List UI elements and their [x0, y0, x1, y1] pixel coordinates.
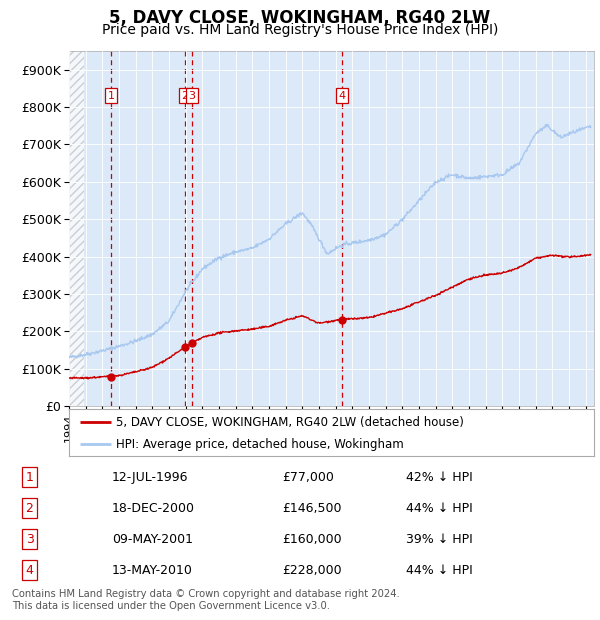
Polygon shape: [69, 51, 84, 406]
Text: Contains HM Land Registry data © Crown copyright and database right 2024.
This d: Contains HM Land Registry data © Crown c…: [12, 589, 400, 611]
Text: £146,500: £146,500: [283, 502, 342, 515]
Text: 3: 3: [26, 533, 34, 546]
Text: 3: 3: [188, 91, 195, 100]
Text: 42% ↓ HPI: 42% ↓ HPI: [406, 471, 473, 484]
Text: 44% ↓ HPI: 44% ↓ HPI: [406, 502, 473, 515]
Text: 44% ↓ HPI: 44% ↓ HPI: [406, 564, 473, 577]
Text: 39% ↓ HPI: 39% ↓ HPI: [406, 533, 473, 546]
Text: Price paid vs. HM Land Registry's House Price Index (HPI): Price paid vs. HM Land Registry's House …: [102, 23, 498, 37]
Text: 4: 4: [26, 564, 34, 577]
Text: 5, DAVY CLOSE, WOKINGHAM, RG40 2LW (detached house): 5, DAVY CLOSE, WOKINGHAM, RG40 2LW (deta…: [116, 416, 464, 428]
Text: 2: 2: [26, 502, 34, 515]
Text: 1: 1: [26, 471, 34, 484]
Text: £77,000: £77,000: [283, 471, 334, 484]
Text: £228,000: £228,000: [283, 564, 342, 577]
Text: 2: 2: [181, 91, 188, 100]
Text: 5, DAVY CLOSE, WOKINGHAM, RG40 2LW: 5, DAVY CLOSE, WOKINGHAM, RG40 2LW: [109, 9, 491, 27]
Text: HPI: Average price, detached house, Wokingham: HPI: Average price, detached house, Woki…: [116, 438, 404, 451]
Text: 4: 4: [338, 91, 345, 100]
Text: 18-DEC-2000: 18-DEC-2000: [112, 502, 195, 515]
Text: 12-JUL-1996: 12-JUL-1996: [112, 471, 188, 484]
Text: 1: 1: [107, 91, 115, 100]
Text: 13-MAY-2010: 13-MAY-2010: [112, 564, 193, 577]
Text: 09-MAY-2001: 09-MAY-2001: [112, 533, 193, 546]
Text: £160,000: £160,000: [283, 533, 342, 546]
